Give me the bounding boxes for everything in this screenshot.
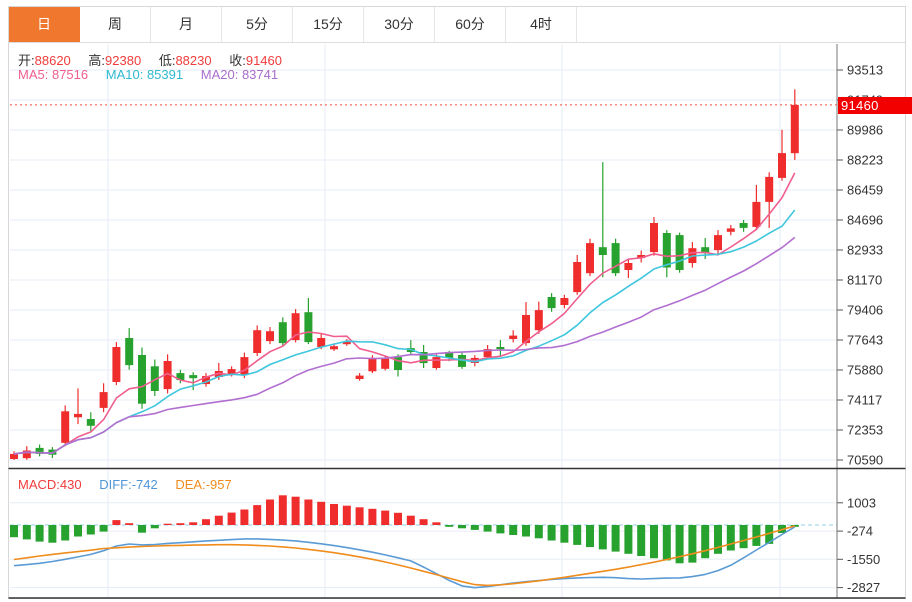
tab-month[interactable]: 月	[151, 7, 222, 42]
ma10-line	[13, 209, 796, 455]
macd-histogram	[10, 495, 799, 564]
svg-text:93513: 93513	[847, 63, 883, 78]
svg-text:-2827: -2827	[847, 580, 880, 595]
ma5-line	[13, 172, 796, 455]
tab-day[interactable]: 日	[9, 7, 80, 42]
tab-5min[interactable]: 5分	[222, 7, 293, 42]
ma5-label: MA5:	[18, 67, 49, 82]
current-price-tag: 91460	[838, 97, 912, 114]
svg-text:75880: 75880	[847, 363, 883, 378]
svg-text:77643: 77643	[847, 333, 883, 348]
close-label: 收:	[229, 53, 246, 68]
candles-layer	[10, 89, 799, 460]
ma10-value: 85391	[146, 67, 184, 82]
ma20-value: 83741	[241, 67, 279, 82]
high-value: 92380	[105, 53, 142, 68]
ohlc-legend: 开:88620 高:92380 低:88230 收:91460	[18, 50, 296, 69]
svg-text:81170: 81170	[847, 273, 882, 288]
svg-text:88223: 88223	[847, 153, 883, 168]
diff-line	[13, 526, 796, 589]
svg-text:84696: 84696	[847, 213, 883, 228]
ma-legend: MA5: 87516 MA10: 85391 MA20: 83741	[18, 67, 292, 82]
open-label: 开:	[18, 53, 35, 68]
macd-value: 430	[59, 477, 82, 492]
svg-text:-274: -274	[847, 524, 873, 539]
ma10-label: MA10:	[105, 67, 144, 82]
tab-15min[interactable]: 15分	[293, 7, 364, 42]
low-label: 低:	[158, 53, 176, 68]
high-label: 高:	[88, 53, 106, 68]
svg-text:89986: 89986	[847, 123, 883, 138]
svg-text:-1550: -1550	[847, 552, 880, 567]
svg-text:79406: 79406	[847, 303, 883, 318]
low-value: 88230	[175, 53, 212, 68]
svg-text:86459: 86459	[847, 183, 883, 198]
close-value: 91460	[245, 53, 282, 68]
svg-text:1003: 1003	[847, 495, 876, 510]
tab-30min[interactable]: 30分	[364, 7, 435, 42]
ma5-value: 87516	[51, 67, 89, 82]
dea-line	[13, 525, 796, 587]
ma20-line	[13, 236, 796, 455]
tab-week[interactable]: 周	[80, 7, 151, 42]
tab-60min[interactable]: 60分	[435, 7, 506, 42]
ma20-label: MA20:	[200, 67, 239, 82]
macd-label: MACD:	[18, 477, 60, 492]
svg-text:74117: 74117	[847, 393, 882, 408]
svg-text:82933: 82933	[847, 243, 883, 258]
svg-text:72353: 72353	[847, 423, 883, 438]
dea-value: -957	[205, 477, 232, 492]
svg-text:70590: 70590	[847, 453, 883, 468]
open-value: 88620	[34, 53, 71, 68]
period-tabbar: 日 周 月 5分 15分 30分 60分 4时	[9, 7, 905, 43]
dea-label: DEA:	[175, 477, 206, 492]
tab-4hour[interactable]: 4时	[506, 7, 577, 42]
macd-legend: MACD:430 DIFF:-742 DEA:-957	[18, 477, 246, 492]
diff-value: -742	[131, 477, 158, 492]
diff-label: DIFF:	[99, 477, 132, 492]
